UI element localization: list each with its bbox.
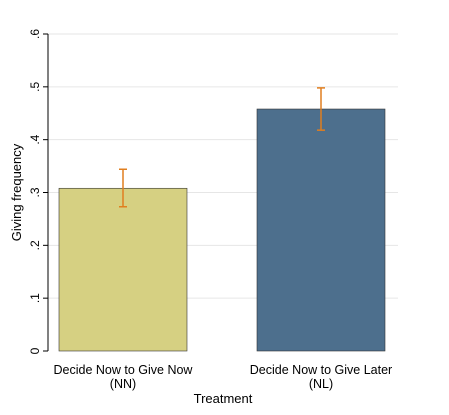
- bar: [256, 108, 386, 352]
- category-label: Decide Now to Give Later: [250, 363, 392, 377]
- y-tick-label: .1: [28, 293, 42, 303]
- y-tick-label: .4: [28, 134, 42, 144]
- category-label: Decide Now to Give Now: [54, 363, 194, 377]
- y-tick-label: .2: [28, 240, 42, 250]
- category-code-label: (NN): [110, 377, 136, 391]
- error-bar: [119, 168, 127, 208]
- y-ticks: 0 .1 .2 .3 .4 .5 .6: [28, 29, 48, 354]
- y-tick-label: .6: [28, 29, 42, 39]
- x-axis-title: Treatment: [194, 391, 253, 406]
- y-axis-title: Giving frequency: [9, 143, 24, 241]
- category-labels: Decide Now to Give Now(NN) Decide Now to …: [54, 363, 393, 391]
- category-code-label: (NL): [309, 377, 333, 391]
- bars: [58, 108, 386, 352]
- bar: [58, 187, 188, 352]
- y-tick-label: .5: [28, 82, 42, 92]
- error-bars: [119, 87, 325, 208]
- error-bar: [317, 87, 325, 131]
- y-tick-label: 0: [28, 347, 42, 354]
- y-tick-label: .3: [28, 187, 42, 197]
